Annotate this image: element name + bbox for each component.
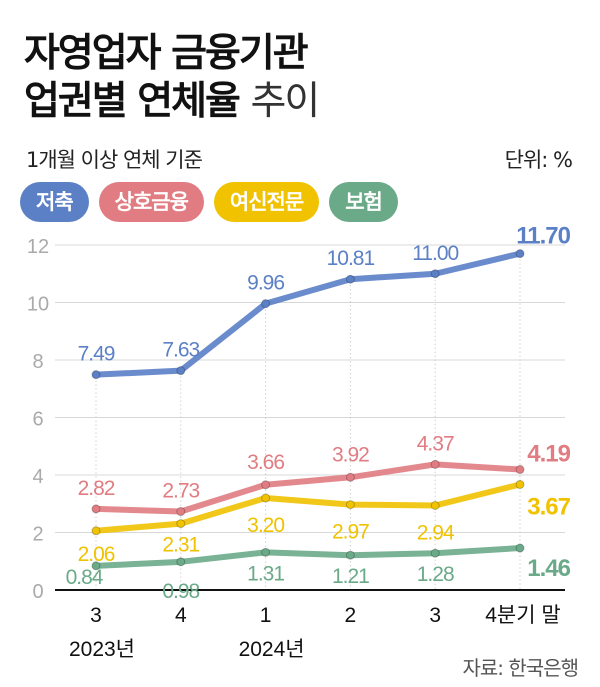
data-label: 2.31 — [162, 534, 199, 557]
data-point — [515, 465, 525, 475]
data-label: 1.21 — [332, 565, 369, 588]
data-label: 10.81 — [327, 247, 375, 270]
data-label: 1.31 — [247, 562, 284, 585]
y-tick-label: 4 — [32, 466, 43, 488]
y-tick-label: 12 — [27, 236, 49, 258]
y-tick-label: 2 — [32, 524, 43, 546]
data-point — [430, 548, 440, 558]
title-light: 추이 — [250, 79, 320, 124]
y-tick-label: 0 — [32, 581, 43, 603]
data-label: 1.28 — [417, 563, 454, 586]
legend: 저축 상호금융 여신전문 보험 — [20, 182, 398, 222]
title-line-1: 자영업자 금융기관 — [24, 31, 309, 76]
x-tick-label: 4 — [175, 604, 187, 627]
y-tick-label: 8 — [32, 351, 43, 373]
y-tick-label: 6 — [32, 409, 43, 431]
data-point — [345, 472, 355, 482]
data-point — [345, 550, 355, 560]
legend-item-1: 상호금융 — [98, 182, 204, 222]
data-label: 11.00 — [412, 242, 458, 265]
data-label: 2.97 — [332, 521, 369, 544]
data-label: 2.94 — [417, 521, 455, 544]
data-point — [345, 274, 355, 284]
data-label: 2.06 — [78, 543, 115, 566]
legend-item-0: 저축 — [20, 182, 89, 222]
series-line-3 — [93, 545, 523, 569]
data-point — [430, 269, 440, 279]
data-label: 7.63 — [162, 339, 199, 362]
data-point — [430, 500, 440, 510]
data-point — [261, 547, 271, 557]
data-label: 4.19 — [527, 441, 570, 468]
source-note: 자료: 한국은행 — [462, 656, 579, 680]
data-point — [176, 366, 186, 376]
title-bold: 업권별 연체율 — [24, 79, 241, 124]
data-point — [430, 459, 440, 469]
data-point — [261, 480, 271, 490]
data-label: 3.66 — [247, 451, 284, 474]
y-tick-label: 10 — [27, 294, 49, 316]
data-point — [176, 507, 186, 517]
data-label: 2.82 — [78, 477, 115, 500]
series-line-0 — [93, 250, 523, 378]
legend-item-2: 여신전문 — [213, 182, 320, 222]
data-point — [91, 561, 101, 571]
data-label: 11.70 — [516, 223, 570, 250]
data-label: 1.46 — [527, 555, 570, 582]
data-label: 0.84 — [66, 566, 104, 589]
x-tick-label: 3 — [429, 604, 441, 627]
data-point — [91, 526, 101, 536]
data-label: 9.96 — [247, 272, 284, 295]
data-point — [261, 493, 271, 503]
data-label: 0.98 — [162, 580, 199, 603]
data-label: 3.67 — [527, 493, 570, 520]
data-point — [345, 500, 355, 510]
data-point — [515, 249, 525, 259]
legend-item-3: 보험 — [329, 182, 398, 222]
year-label: 2023년 — [69, 638, 135, 661]
data-label: 3.20 — [247, 514, 284, 537]
series-line-1 — [93, 461, 523, 515]
data-point — [176, 557, 186, 567]
series-line-2 — [93, 481, 523, 534]
data-point — [261, 299, 271, 309]
data-point — [91, 370, 101, 380]
data-label: 2.73 — [162, 480, 199, 503]
data-point — [515, 479, 525, 489]
data-point — [515, 543, 525, 553]
title-line-2: 업권별 연체율 추이 — [24, 78, 320, 126]
data-label: 4.37 — [417, 432, 454, 455]
x-tick-label: 4분기 말 — [485, 604, 560, 627]
x-tick-label: 1 — [260, 604, 272, 627]
chart-subtitle: 1개월 이상 연체 기준 — [26, 148, 203, 172]
x-tick-label: 3 — [90, 604, 102, 627]
chart-title: 자영업자 금융기관 업권별 연체율 추이 — [24, 30, 320, 126]
unit-label: 단위: % — [504, 148, 573, 172]
data-point — [176, 519, 186, 529]
x-tick-label: 2 — [345, 604, 357, 627]
data-point — [91, 504, 101, 514]
data-label: 7.49 — [78, 343, 115, 366]
year-label: 2024년 — [239, 638, 305, 661]
data-label: 3.92 — [332, 443, 369, 466]
